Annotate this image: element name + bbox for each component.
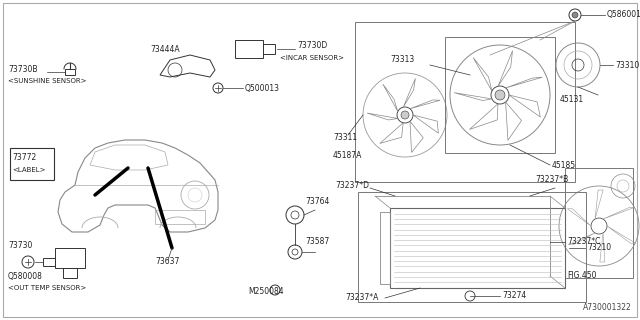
Text: 73311: 73311 [333, 132, 357, 141]
Text: 73210: 73210 [587, 244, 611, 252]
Text: 73730D: 73730D [297, 42, 327, 51]
Bar [445, 37, 555, 153]
Text: 73237*B: 73237*B [535, 175, 568, 185]
Text: <SUNSHINE SENSOR>: <SUNSHINE SENSOR> [8, 78, 86, 84]
Bar [235, 40, 263, 58]
Bar [565, 168, 633, 278]
Text: 73237*D: 73237*D [335, 181, 369, 190]
Circle shape [495, 90, 505, 100]
Bar [155, 210, 205, 224]
Text: 73587: 73587 [305, 237, 329, 246]
Text: Q580008: Q580008 [8, 271, 43, 281]
Bar [65, 69, 75, 75]
Text: 73637: 73637 [155, 258, 179, 267]
Text: Q500013: Q500013 [245, 84, 280, 92]
Text: FIG.450: FIG.450 [567, 271, 596, 281]
Text: 45187A: 45187A [333, 150, 362, 159]
Text: <LABEL>: <LABEL> [12, 167, 45, 173]
Circle shape [572, 12, 578, 18]
Bar [263, 44, 275, 54]
Text: 73237*A: 73237*A [345, 293, 378, 302]
Text: 45131: 45131 [560, 95, 584, 105]
Bar [355, 22, 575, 182]
Text: 73274: 73274 [502, 292, 526, 300]
Text: 73730B: 73730B [8, 65, 38, 74]
Bar [10, 148, 54, 180]
Bar [63, 268, 77, 278]
Bar [55, 248, 85, 268]
Bar [390, 208, 565, 288]
Bar [380, 212, 390, 284]
Text: 73310: 73310 [615, 60, 639, 69]
Circle shape [401, 111, 409, 119]
Text: 73313: 73313 [390, 55, 414, 65]
Text: 73444A: 73444A [150, 44, 180, 53]
Text: M250084: M250084 [248, 287, 284, 297]
Text: <OUT TEMP SENSOR>: <OUT TEMP SENSOR> [8, 285, 86, 291]
Text: 73237*C: 73237*C [567, 237, 600, 246]
Text: A730001322: A730001322 [583, 303, 632, 312]
Text: 73764: 73764 [305, 196, 330, 205]
Text: 73730: 73730 [8, 242, 33, 251]
Text: 73772: 73772 [12, 154, 36, 163]
Bar [43, 258, 55, 266]
Text: 45185: 45185 [552, 161, 576, 170]
Text: <INCAR SENSOR>: <INCAR SENSOR> [280, 55, 344, 61]
Bar [358, 192, 586, 302]
Text: Q586001: Q586001 [607, 11, 640, 20]
